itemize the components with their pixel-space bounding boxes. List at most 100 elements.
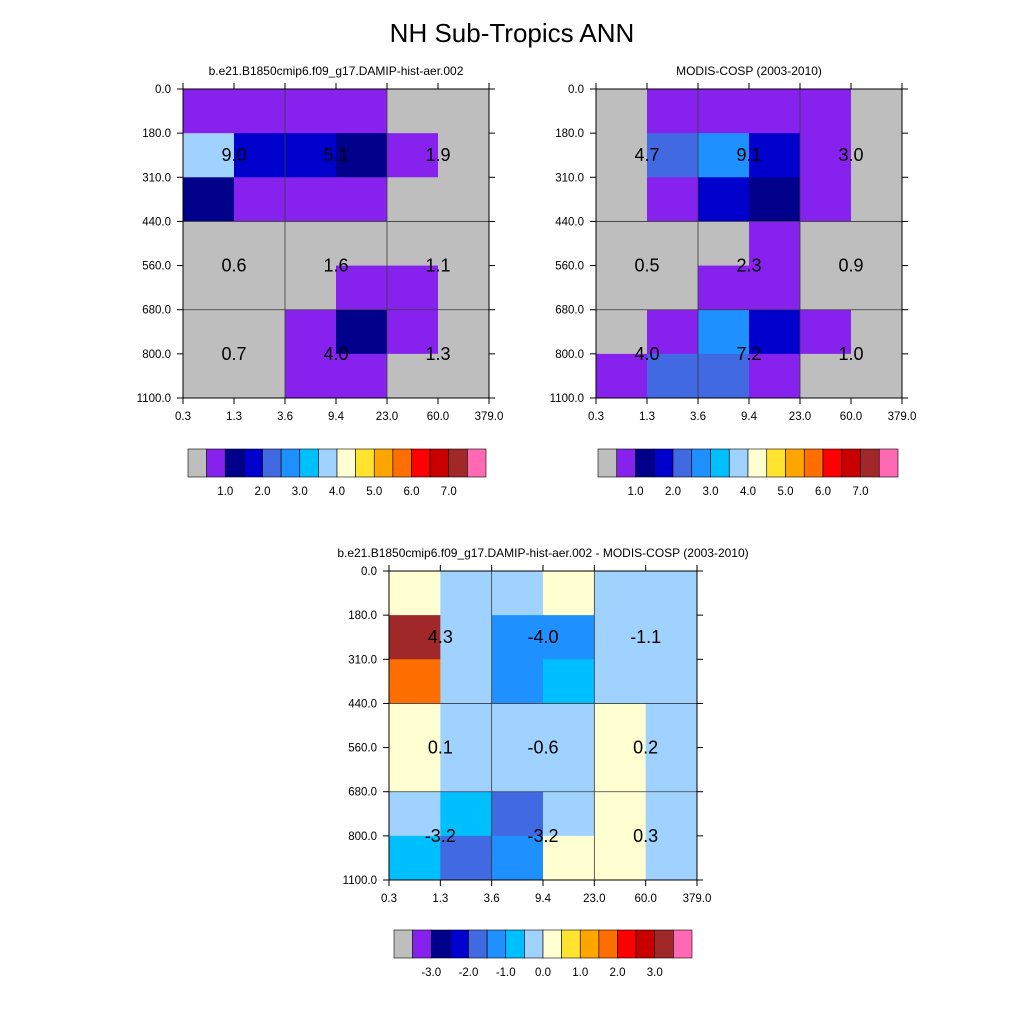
- heatmap-cell: [389, 659, 441, 704]
- colorbar-swatch: [505, 929, 525, 959]
- heatmap-cell: [491, 747, 544, 793]
- colorbar-swatch: [616, 448, 636, 478]
- y-tick-label: 680.0: [555, 305, 584, 317]
- heatmap-cell: [387, 89, 439, 134]
- heatmap-cell: [749, 221, 801, 267]
- heatmap-cell: [183, 89, 235, 134]
- x-tick-label: 1.3: [226, 411, 242, 423]
- heatmap-cell: [234, 265, 286, 311]
- group-total-label: 4.0: [323, 344, 348, 364]
- colorbar-tick-label: 2.0: [610, 967, 626, 979]
- heatmap-cell: [594, 571, 647, 616]
- colorbar-tick-label: -2.0: [459, 967, 479, 979]
- colorbar-tick-label: 3.0: [292, 486, 308, 498]
- heatmap-cell: [387, 133, 439, 178]
- heatmap-cell: [647, 265, 699, 311]
- group-total-label: 0.2: [633, 738, 658, 758]
- heatmap-cell: [645, 791, 698, 837]
- group-total-label: 4.0: [634, 344, 659, 364]
- heatmap-cell: [234, 133, 286, 178]
- x-tick-label: 60.0: [840, 411, 862, 423]
- y-tick-label: 560.0: [142, 261, 171, 273]
- heatmap-cell: [698, 309, 750, 355]
- heatmap-cell: [647, 177, 699, 222]
- y-tick-label: 1100.0: [137, 393, 171, 405]
- y-tick-label: 1100.0: [550, 393, 584, 405]
- group-total-label: -1.1: [630, 627, 661, 647]
- group-total-label: 9.1: [736, 145, 761, 165]
- colorbar-swatch: [598, 929, 618, 959]
- colorbar-swatch: [429, 448, 450, 478]
- group-total-label: 0.6: [221, 256, 246, 276]
- x-tick-label: 23.0: [789, 411, 811, 423]
- colorbar-swatch: [373, 448, 394, 478]
- colorbar: 1.0 2.0 3.0 4.0 5.0 6.0 7.0: [597, 448, 899, 498]
- heatmap-cell: [183, 177, 235, 222]
- group-total-label: 0.1: [428, 738, 453, 758]
- group-total-label: 0.9: [838, 256, 863, 276]
- heatmap-cell: [440, 571, 493, 616]
- group-total-label: 0.3: [633, 826, 658, 846]
- x-tick-label: 0.3: [381, 893, 397, 905]
- colorbar-swatch: [653, 448, 674, 478]
- colorbar-tick-label: 2.0: [255, 486, 271, 498]
- x-tick-label: 3.6: [484, 893, 500, 905]
- x-tick-label: 379.0: [683, 893, 712, 905]
- heatmap-cell: [285, 133, 337, 178]
- heatmap-cell: [336, 265, 388, 311]
- heatmap-cell: [285, 309, 337, 355]
- heatmap-cell: [596, 265, 648, 311]
- heatmap-cell: [800, 133, 852, 178]
- heatmap-cell: [645, 703, 698, 749]
- group-total-label: -4.0: [527, 627, 558, 647]
- heatmap-cell: [438, 177, 490, 222]
- y-tick-label: 180.0: [142, 128, 171, 140]
- colorbar-swatch: [280, 448, 301, 478]
- heatmap-cell: [543, 835, 595, 881]
- heatmap-cell: [389, 835, 441, 881]
- colorbar-tick-label: 1.0: [217, 486, 233, 498]
- colorbar-tick-label: 4.0: [329, 486, 345, 498]
- group-total-label: 5.1: [323, 145, 348, 165]
- y-tick-label: 440.0: [348, 698, 377, 710]
- heatmap-cell: [800, 265, 852, 311]
- colorbar: 1.0 2.0 3.0 4.0 5.0 6.0 7.0: [187, 448, 487, 498]
- y-tick-label: 310.0: [142, 172, 171, 184]
- heatmap-cell: [698, 177, 750, 222]
- heatmap-cell: [285, 89, 337, 134]
- heatmap-cell: [645, 747, 698, 793]
- heatmap-cell: [387, 177, 439, 222]
- heatmap-cell: [594, 703, 647, 749]
- heatmap-cell: [647, 353, 699, 399]
- heatmap-cell: [183, 309, 235, 355]
- heatmap-cell: [389, 571, 441, 616]
- heatmap-cell: [647, 221, 699, 267]
- x-tick-label: 0.3: [588, 411, 604, 423]
- heatmap-cell: [183, 353, 235, 399]
- heatmap-cell: [285, 177, 337, 222]
- heatmap-cell: [234, 89, 286, 134]
- colorbar-swatch: [841, 448, 861, 478]
- heatmap-cell: [596, 221, 648, 267]
- heatmap-cell: [647, 89, 699, 134]
- heatmap-cell: [438, 133, 490, 178]
- colorbar-swatch: [728, 448, 749, 478]
- y-tick-label: 0.0: [155, 84, 171, 96]
- y-tick-label: 1100.0: [343, 875, 377, 887]
- heatmap-cell: [749, 133, 801, 178]
- heatmap-cell: [749, 353, 801, 399]
- heatmap-cell: [851, 221, 903, 267]
- colorbar-swatch: [524, 929, 544, 959]
- heatmap-cell: [389, 703, 441, 749]
- heatmap-cell: [336, 177, 388, 222]
- colorbar-swatch: [803, 448, 824, 478]
- heatmap-cell: [438, 89, 490, 134]
- y-tick-label: 800.0: [142, 349, 171, 361]
- heatmap-cell: [596, 133, 648, 178]
- heatmap-cell: [594, 615, 647, 660]
- panel-2: MODIS-COSP (2003-2010) 4.7 9.1 3.0 0.5 2.3 0.9…: [550, 64, 917, 498]
- colorbar-tick-label: 3.0: [647, 967, 663, 979]
- group-total-label: 2.3: [736, 256, 761, 276]
- heatmap-cell: [800, 89, 852, 134]
- y-tick-label: 680.0: [142, 305, 171, 317]
